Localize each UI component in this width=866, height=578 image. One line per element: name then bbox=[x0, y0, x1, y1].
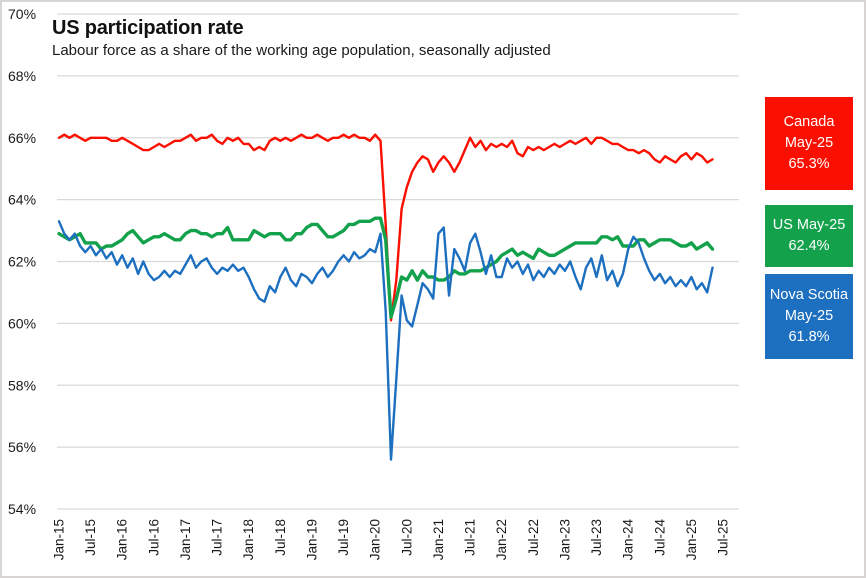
legend-canada-name: Canada bbox=[783, 114, 835, 130]
y-tick-label-70: 70% bbox=[8, 6, 36, 22]
legend-nova-scotia: Nova Scotia May-25 61.8% bbox=[765, 274, 853, 359]
y-tick-label-68: 68% bbox=[8, 68, 36, 84]
x-tick-label-Jan-18: Jan-18 bbox=[241, 519, 256, 560]
y-tick-label-66: 66% bbox=[8, 130, 36, 146]
y-tick-label-60: 60% bbox=[8, 315, 36, 331]
series-line-nova-scotia bbox=[57, 220, 714, 461]
x-tick-label-Jan-20: Jan-20 bbox=[368, 519, 383, 560]
x-tick-label-Jul-16: Jul-16 bbox=[146, 519, 161, 556]
x-tick-label-Jan-23: Jan-23 bbox=[557, 519, 572, 560]
x-tick-label-Jan-17: Jan-17 bbox=[178, 519, 193, 560]
x-tick-label-Jul-23: Jul-23 bbox=[589, 519, 604, 556]
chart-title: US participation rate bbox=[52, 17, 244, 39]
legend-ns-name: Nova Scotia bbox=[769, 287, 849, 303]
x-tick-label-Jul-18: Jul-18 bbox=[273, 519, 288, 556]
x-tick-label-Jan-15: Jan-15 bbox=[52, 519, 67, 560]
legend-us-value: 62.4% bbox=[788, 238, 830, 254]
x-tick-label-Jul-15: Jul-15 bbox=[83, 519, 98, 556]
x-tick-label-Jan-16: Jan-16 bbox=[115, 519, 130, 560]
x-tick-label-Jul-20: Jul-20 bbox=[399, 519, 414, 556]
series-line-us bbox=[57, 216, 715, 319]
x-tick-label-Jul-24: Jul-24 bbox=[652, 519, 667, 556]
y-tick-label-58: 58% bbox=[8, 377, 36, 393]
y-tick-label-64: 64% bbox=[8, 192, 36, 208]
chart-header: US participation rate Labour force as a … bbox=[52, 16, 551, 59]
x-tick-label-Jan-24: Jan-24 bbox=[621, 519, 636, 561]
legend-canada-date: May-25 bbox=[784, 135, 834, 151]
chart-subtitle: Labour force as a share of the working a… bbox=[52, 42, 551, 59]
x-tick-label-Jan-21: Jan-21 bbox=[431, 519, 446, 560]
series-line-canada bbox=[57, 133, 714, 322]
x-tick-label-Jan-19: Jan-19 bbox=[304, 519, 319, 560]
y-tick-label-62: 62% bbox=[8, 254, 36, 270]
legend-canada: Canada May-25 65.3% bbox=[765, 97, 853, 190]
x-tick-label-Jul-17: Jul-17 bbox=[210, 519, 225, 556]
legend-ns-date: May-25 bbox=[784, 308, 834, 324]
legend-ns-value: 61.8% bbox=[788, 329, 830, 345]
y-tick-label-54: 54% bbox=[8, 501, 36, 517]
x-tick-label-Jan-22: Jan-22 bbox=[494, 519, 509, 560]
y-tick-label-56: 56% bbox=[8, 439, 36, 455]
x-tick-label-Jan-25: Jan-25 bbox=[684, 519, 699, 560]
x-tick-label-Jul-25: Jul-25 bbox=[716, 519, 731, 556]
x-tick-label-Jul-19: Jul-19 bbox=[336, 519, 351, 556]
legend-us: US May-25 62.4% bbox=[765, 205, 853, 267]
legend-us-name-date: US May-25 bbox=[772, 217, 846, 233]
legend-canada-value: 65.3% bbox=[788, 156, 830, 172]
x-tick-label-Jul-21: Jul-21 bbox=[463, 519, 478, 556]
x-tick-label-Jul-22: Jul-22 bbox=[526, 519, 541, 556]
